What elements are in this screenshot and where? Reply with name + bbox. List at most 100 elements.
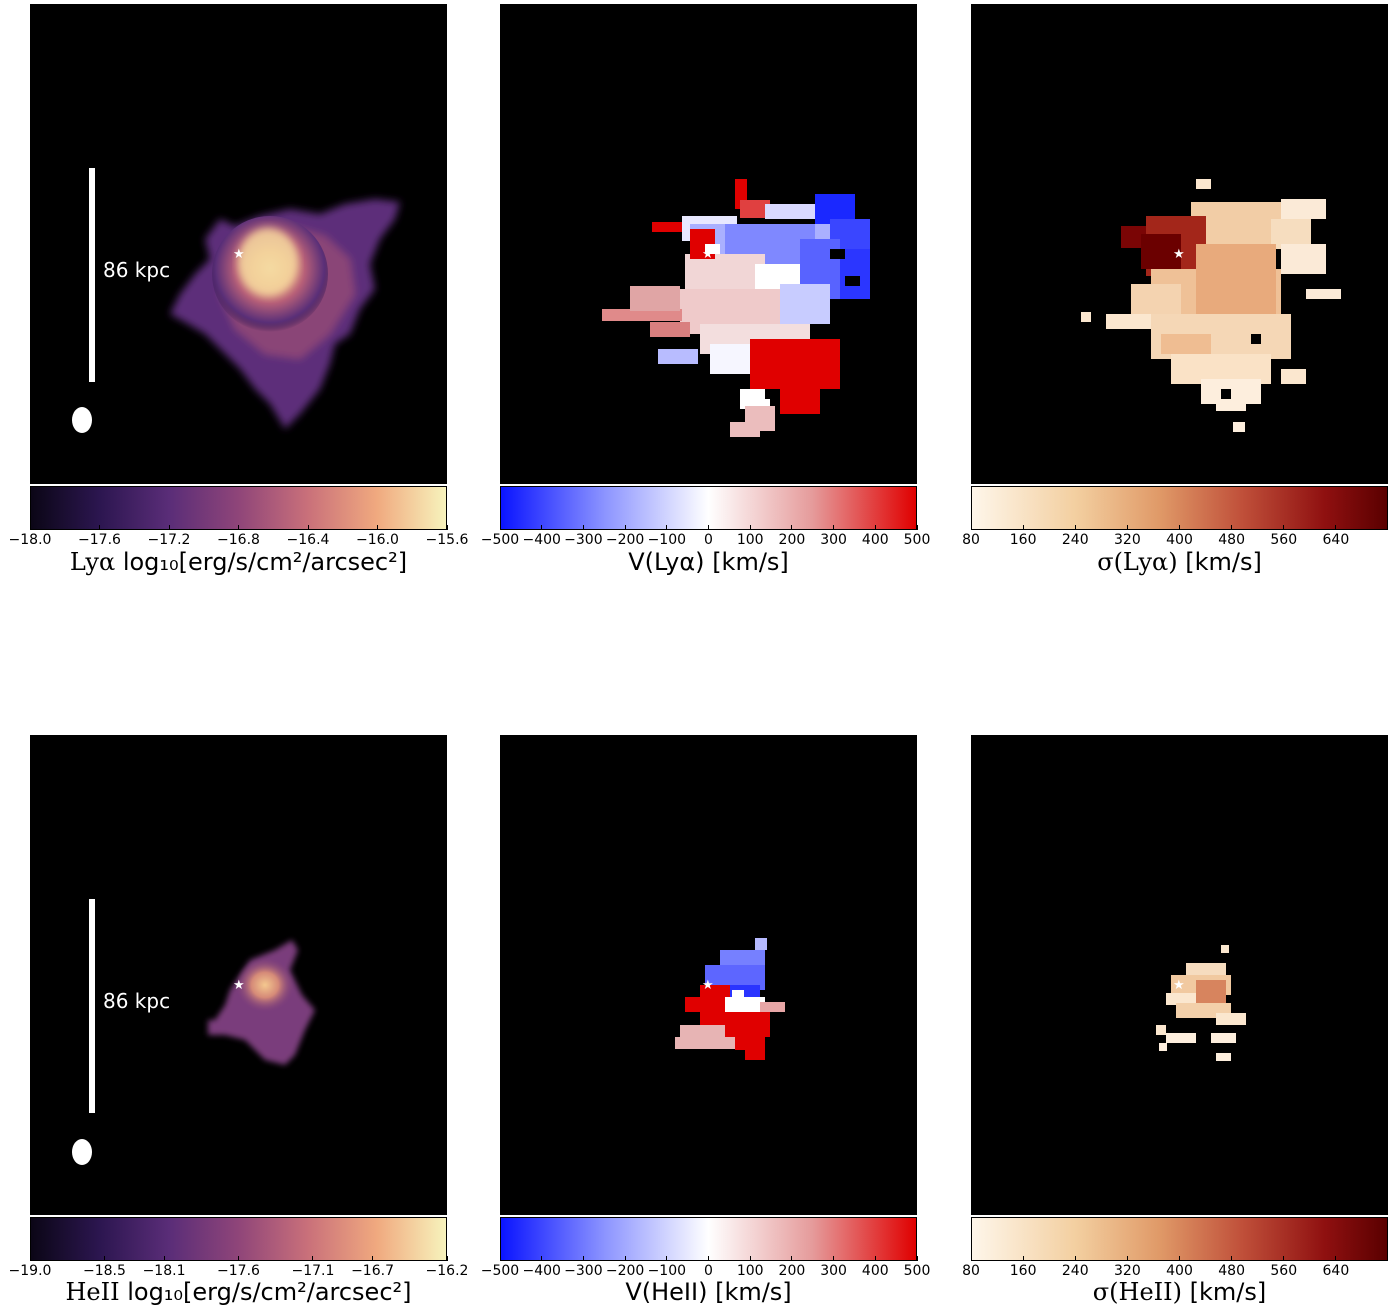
star-marker-icon: ★: [233, 247, 245, 262]
colorbar-tick-label: 100: [736, 1263, 764, 1279]
colorbar-tick-label: 640: [1322, 1263, 1350, 1279]
heii-sigma-label-unit: [km/s]: [1189, 1278, 1267, 1306]
heii-velocity-image: [675, 938, 785, 1060]
colorbar-tick-label: 500: [903, 1263, 931, 1279]
scale-bar: [89, 168, 95, 382]
scale-bar-label: 86 kpc: [103, 989, 171, 1013]
lya-velocity-colorbar: [500, 486, 917, 530]
colorbar-tick-label: −18.5: [83, 1263, 126, 1279]
lya-velocity-map: ★: [500, 4, 917, 484]
star-marker-icon: ★: [702, 247, 714, 262]
lya-sigma-label-unit: [km/s]: [1185, 548, 1262, 576]
colorbar-tick-mark: [1022, 1256, 1024, 1261]
lya-sb-colorbar-label: Lyα log₁₀[erg/s/cm²/arcsec²]: [30, 548, 447, 576]
colorbar-tick-mark: [1126, 1256, 1128, 1261]
colorbar-tick-label: −300: [564, 1263, 603, 1279]
colorbar-tick-label: −17.6: [217, 1263, 260, 1279]
colorbar-tick-label: 480: [1218, 1263, 1245, 1279]
colorbar-tick-label: −17.1: [291, 1263, 335, 1279]
colorbar-tick-label: −500: [480, 1263, 520, 1279]
colorbar-tick-mark: [1335, 1256, 1337, 1261]
colorbar-tick-label: −200: [605, 532, 645, 548]
colorbar-tick-mark: [791, 1256, 793, 1261]
lya-sb-label-unit: log₁₀[erg/s/cm²/arcsec²]: [122, 548, 408, 576]
colorbar-tick-mark: [1179, 525, 1180, 530]
lya-sigma-colorbar-label: σ(Lyα) [km/s]: [971, 548, 1388, 576]
scale-bar: [89, 899, 95, 1113]
heii-sigma-label-prefix: σ(HeII): [1092, 1278, 1182, 1306]
colorbar-tick-mark: [99, 525, 100, 530]
colorbar-tick-mark: [1022, 525, 1024, 530]
lya-sb-label-prefix: Lyα: [69, 548, 116, 576]
colorbar-tick-mark: [666, 525, 668, 530]
colorbar-tick-label: 200: [778, 1263, 806, 1279]
colorbar-tick-label: −17.2: [147, 532, 191, 548]
star-marker-icon: ★: [1173, 247, 1185, 262]
heii-velocity-label-prefix: V(HeII): [625, 1278, 708, 1306]
colorbar-tick-label: 160: [1009, 532, 1037, 548]
lya-sigma-map: ★: [971, 4, 1388, 484]
heii-sigma-map: ★: [971, 735, 1388, 1215]
colorbar-tick-mark: [446, 525, 448, 530]
beam-ellipse: [72, 1139, 92, 1165]
lya-velocity-colorbar-label: V(Lyα) [km/s]: [500, 548, 917, 576]
colorbar-tick-label: −400: [522, 532, 561, 548]
colorbar-tick-label: 500: [903, 532, 931, 548]
colorbar-tick-label: 320: [1114, 1263, 1141, 1279]
colorbar-tick-mark: [372, 1256, 374, 1261]
colorbar-tick-mark: [238, 525, 239, 530]
colorbar-tick-label: 320: [1114, 532, 1141, 548]
colorbar-tick-label: −200: [605, 1263, 645, 1279]
colorbar-tick-mark: [499, 1256, 501, 1261]
lya-velocity-image: [602, 179, 870, 437]
colorbar-tick-label: 480: [1218, 532, 1245, 548]
colorbar-tick-mark: [163, 1256, 165, 1261]
lya-velocity-label-unit: [km/s]: [712, 548, 789, 576]
colorbar-tick-mark: [446, 1256, 448, 1261]
heii-sb-label-prefix: HeII: [65, 1278, 120, 1306]
colorbar-tick-mark: [1231, 1256, 1233, 1261]
colorbar-tick-label: 0: [704, 532, 713, 548]
colorbar-tick-mark: [541, 525, 543, 530]
lya-sigma-image: [1081, 179, 1341, 432]
colorbar-tick-mark: [541, 1256, 543, 1261]
colorbar-tick-label: −300: [564, 532, 603, 548]
colorbar-tick-mark: [1335, 525, 1337, 530]
colorbar-tick-mark: [833, 1256, 835, 1261]
colorbar-tick-mark: [1179, 1256, 1180, 1261]
colorbar-tick-label: 80: [962, 1263, 980, 1279]
colorbar-tick-mark: [874, 1256, 876, 1261]
colorbar-tick-label: −18.1: [142, 1263, 186, 1279]
colorbar-tick-label: 100: [736, 532, 764, 548]
heii-sigma-colorbar-label: σ(HeII) [km/s]: [971, 1278, 1388, 1306]
colorbar-tick-mark: [312, 1256, 314, 1261]
colorbar-tick-mark: [916, 525, 918, 530]
colorbar-tick-label: 400: [1166, 1263, 1193, 1279]
scale-bar-label: 86 kpc: [103, 258, 171, 282]
heii-sb-colorbar: [30, 1217, 447, 1261]
colorbar-tick-mark: [749, 1256, 751, 1261]
colorbar-tick-mark: [1231, 525, 1233, 530]
colorbar-tick-label: 240: [1061, 532, 1089, 548]
heii-velocity-colorbar: [500, 1217, 917, 1261]
colorbar-tick-label: 300: [820, 1263, 847, 1279]
colorbar-tick-label: −16.2: [425, 1263, 469, 1279]
colorbar-tick-label: −16.4: [286, 532, 330, 548]
star-marker-icon: ★: [702, 978, 714, 993]
colorbar-tick-label: 640: [1322, 532, 1350, 548]
colorbar-tick-label: 400: [1166, 532, 1193, 548]
colorbar-tick-label: −15.6: [425, 532, 469, 548]
colorbar-tick-mark: [666, 1256, 668, 1261]
heii-sigma-image: [1156, 945, 1246, 1061]
colorbar-tick-label: −18.0: [8, 532, 52, 548]
colorbar-tick-mark: [582, 525, 584, 530]
colorbar-tick-label: 300: [820, 532, 847, 548]
colorbar-tick-mark: [1126, 525, 1128, 530]
lya-sigma-colorbar: [971, 486, 1388, 530]
colorbar-tick-label: −500: [480, 532, 520, 548]
colorbar-tick-mark: [29, 1256, 31, 1261]
heii-sb-image: [208, 940, 315, 1065]
star-marker-icon: ★: [233, 978, 245, 993]
heii-velocity-label-unit: [km/s]: [715, 1278, 792, 1306]
colorbar-tick-label: −16.8: [217, 532, 260, 548]
